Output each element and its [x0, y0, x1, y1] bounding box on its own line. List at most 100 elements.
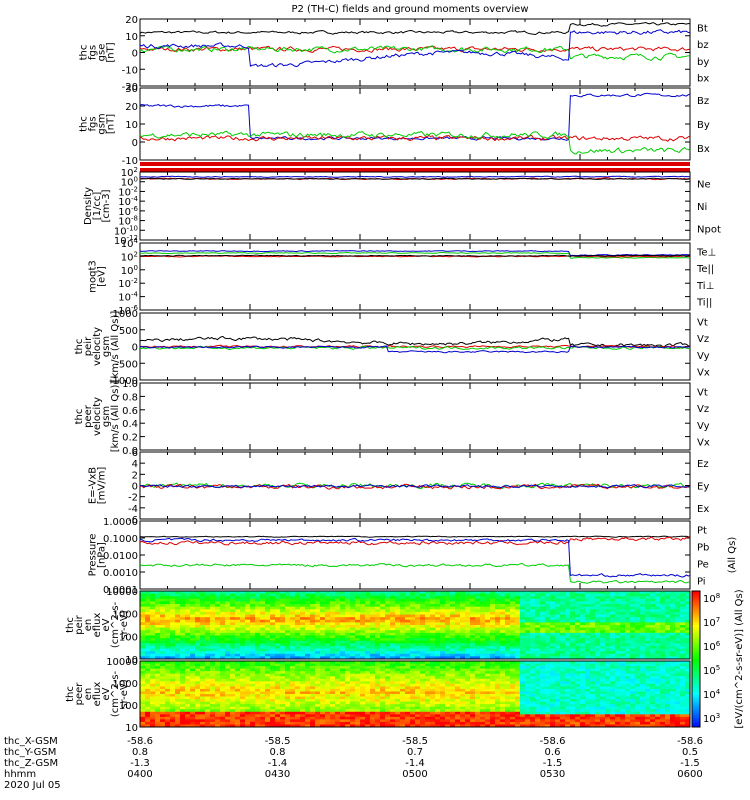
spec-cell: [650, 609, 656, 613]
spec-cell: [145, 699, 151, 703]
spec-cell: [515, 604, 521, 608]
spec-cell: [560, 619, 566, 623]
spec-cell: [270, 598, 276, 602]
spec-cell: [280, 721, 286, 725]
spec-cell: [280, 716, 286, 720]
spec-cell: [580, 635, 586, 639]
spec-cell: [185, 699, 191, 703]
spec-cell: [255, 724, 261, 728]
spec-cell: [265, 617, 271, 621]
spec-cell: [200, 694, 206, 698]
spec-cell: [470, 645, 476, 650]
spec-cell: [570, 653, 576, 657]
spec-cell: [230, 694, 236, 698]
spec-cell: [260, 681, 266, 685]
spec-cell: [495, 638, 501, 642]
spec-cell: [160, 691, 166, 695]
spec-cell: [240, 676, 246, 680]
spec-cell: [320, 666, 326, 670]
spec-cell: [265, 696, 271, 700]
spec-cell: [165, 678, 171, 682]
Ni-line: [139, 177, 691, 180]
spec-cell: [600, 640, 606, 644]
spec-cell: [305, 706, 311, 710]
spec-cell: [365, 716, 371, 720]
y-axis-label: gsm: [101, 336, 112, 357]
spec-cell: [210, 688, 216, 692]
spec-cell: [420, 653, 426, 657]
spec-cell: [230, 598, 236, 602]
spec-cell: [500, 632, 506, 636]
spec-cell: [630, 619, 636, 623]
spec-cell: [600, 593, 606, 597]
spec-cell: [230, 651, 236, 655]
spec-cell: [190, 651, 196, 655]
spec-cell: [240, 622, 246, 626]
spec-cell: [170, 716, 176, 720]
spec-cell: [310, 701, 316, 705]
spec-cell: [305, 596, 311, 600]
spec-cell: [245, 688, 251, 692]
spec-cell: [610, 640, 616, 644]
spec-cell: [190, 598, 196, 602]
spec-cell: [240, 656, 246, 660]
spec-cell: [260, 643, 266, 647]
spec-cell: [360, 619, 366, 623]
spec-cell: [590, 656, 596, 660]
spec-cell: [310, 606, 316, 610]
spec-cell: [405, 614, 411, 618]
spec-cell: [320, 632, 326, 636]
spec-cell: [675, 635, 681, 639]
spec-cell: [190, 714, 196, 718]
spec-cell: [615, 638, 621, 642]
y-tick-label: 0: [132, 138, 138, 149]
spec-cell: [375, 609, 381, 613]
spec-cell: [400, 651, 406, 655]
spec-cell: [285, 614, 291, 618]
spec-cell: [150, 691, 156, 695]
spec-cell: [185, 617, 191, 621]
spec-cell: [295, 591, 301, 595]
spec-cell: [335, 661, 341, 665]
spec-cell: [185, 601, 191, 605]
spec-cell: [610, 630, 616, 634]
spec-cell: [325, 643, 331, 647]
spec-cell: [370, 678, 376, 682]
spec-cell: [160, 656, 166, 660]
spec-cell: [415, 601, 421, 605]
spec-cell: [615, 648, 621, 652]
spec-cell: [235, 591, 241, 595]
spec-cell: [165, 627, 171, 631]
spec-cell: [250, 617, 256, 621]
spec-cell: [375, 619, 381, 623]
spec-cell: [320, 678, 326, 682]
spec-cell: [510, 638, 516, 642]
spec-cell: [490, 640, 496, 644]
spec-cell: [230, 617, 236, 621]
spec-cell: [150, 622, 156, 626]
spec-cell: [385, 632, 391, 636]
spec-cell: [270, 630, 276, 634]
spec-cell: [185, 711, 191, 715]
spec-cell: [405, 632, 411, 636]
spec-cell: [275, 716, 281, 720]
spec-cell: [350, 709, 356, 713]
spec-cell: [450, 617, 456, 621]
spec-cell: [240, 645, 246, 650]
spec-cell: [315, 625, 321, 629]
spec-cell: [140, 694, 146, 698]
spec-cell: [500, 648, 506, 652]
spec-cell: [575, 604, 581, 608]
spec-cell: [550, 601, 556, 605]
spec-cell: [285, 653, 291, 657]
spec-cell: [370, 601, 376, 605]
spec-cell: [300, 714, 306, 718]
spec-cell: [185, 676, 191, 680]
spec-cell: [380, 611, 386, 616]
spec-cell: [410, 625, 416, 629]
spec-cell: [315, 648, 321, 652]
spec-cell: [650, 614, 656, 618]
spec-cell: [285, 678, 291, 682]
spec-cell: [580, 601, 586, 605]
spec-cell: [550, 645, 556, 650]
